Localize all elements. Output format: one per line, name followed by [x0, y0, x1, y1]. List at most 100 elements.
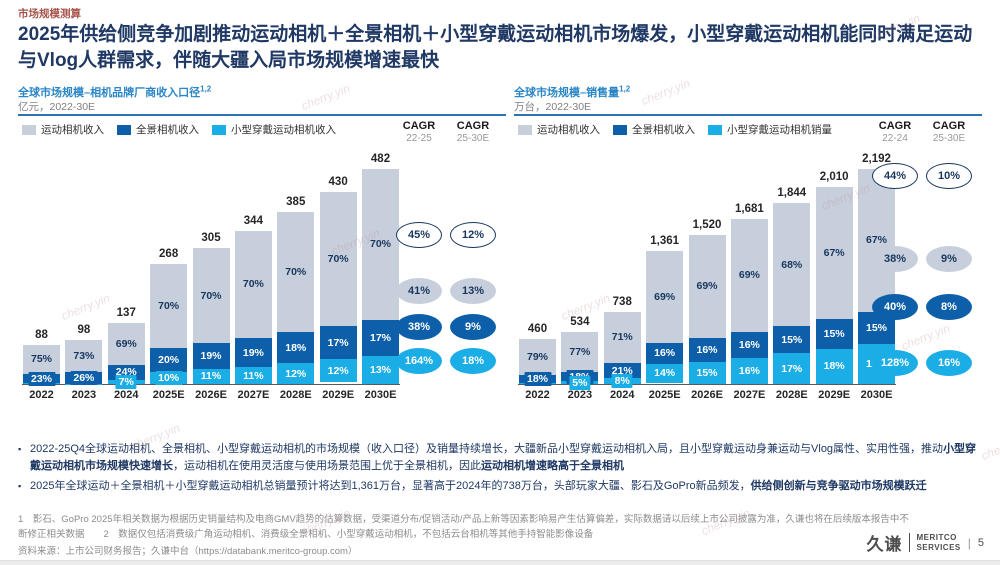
segment-action: 75%: [23, 344, 60, 375]
chart-legend: 运动相机收入 全景相机收入 小型穿戴运动相机收入: [22, 122, 336, 137]
bar-total-label: 460: [527, 322, 548, 335]
segment-pct-label: 23%: [27, 371, 56, 386]
segment-pct-label: 70%: [158, 300, 180, 313]
bullet-marker: ▪: [18, 444, 22, 454]
segment-pano: 23%: [23, 371, 60, 386]
bullet-item: ▪ 2022-25Q4全球运动相机、全景相机、小型穿戴运动相机的市场规模（收入口径…: [18, 441, 980, 475]
bar-total-label: 2,010: [819, 170, 849, 183]
x-tick-label: 2028E: [775, 389, 808, 401]
cagr-oval: 128%: [872, 350, 918, 376]
cagr-oval: 9%: [450, 314, 496, 340]
segment-pct-label: 11%: [197, 369, 225, 384]
bar-total-label: 1,844: [777, 187, 807, 200]
segment-pct-label: 15%: [696, 366, 718, 379]
segment-pano: 19%: [234, 337, 272, 368]
segment-pano: 17%: [319, 326, 357, 360]
segment-pct-label: 67%: [865, 234, 888, 247]
bar-slot: 430 70% 17% 12%: [319, 160, 358, 384]
cagr-oval: 38%: [396, 314, 442, 340]
cagr-header: CAGR 22-25 CAGR 25-30E: [396, 120, 496, 144]
segment-pct-label: 19%: [242, 346, 264, 359]
segment-pct-label: 7%: [115, 374, 137, 389]
x-tick-label: 2028E: [279, 389, 312, 401]
legend-item: 全景相机收入: [613, 122, 695, 137]
stacked-bar-2028E: 1,844 68% 15% 17%: [773, 187, 811, 384]
bar-total-label: 738: [612, 295, 632, 308]
segment-pct-label: 69%: [654, 290, 676, 303]
segment-action: 69%: [107, 322, 145, 366]
segment-action: 70%: [362, 169, 399, 320]
segment-pct-label: 20%: [158, 354, 180, 367]
segment-pct-label: 26%: [70, 370, 98, 385]
legend-item: 运动相机收入: [22, 122, 104, 137]
stacked-bar-2027E: 344 70% 19% 11%: [234, 215, 272, 384]
cagr-oval: 12%: [450, 222, 496, 248]
logo-en-line2: SERVICES: [916, 542, 961, 552]
segment-action: 67%: [858, 169, 895, 312]
cagr-col2-title: CAGR: [932, 120, 966, 132]
legend-label: 小型穿戴运动相机收入: [231, 124, 336, 136]
x-tick-label: 2024: [610, 389, 635, 401]
segment-wear: 16%: [730, 357, 768, 384]
x-axis-labels: 2022 2023 2024 2025E 2026E 2027E 2028E 2029E 203…: [22, 389, 400, 401]
bar-slot: 2,010 67% 15% 18%: [815, 160, 854, 384]
cagr-oval: 8%: [926, 294, 972, 320]
chart-title-text: 全球市场规模–销售量: [514, 87, 620, 99]
cagr-row-pano: 38% 9%: [396, 314, 496, 340]
x-tick-label: 2027E: [237, 389, 270, 401]
stacked-bar-2022: 460 79% 18%: [519, 323, 556, 386]
segment-pct-label: 13%: [369, 364, 392, 377]
segment-pct-label: 70%: [285, 266, 307, 279]
segment-wear: 17%: [773, 353, 811, 384]
bar-total-label: 430: [328, 176, 348, 189]
stacked-bar-2024: 137 69% 24% 7%: [107, 307, 145, 389]
chart-title-footnote-ref: 1,2: [619, 84, 631, 94]
segment-pct-label: 73%: [73, 350, 95, 363]
x-tick-label: 2025E: [648, 389, 681, 401]
stacked-bar-2028E: 385 70% 18% 12%: [277, 196, 315, 384]
legend-item: 小型穿戴运动相机销量: [708, 122, 832, 137]
segment-pct-label: 67%: [823, 246, 845, 259]
segment-action: 67%: [815, 186, 853, 319]
stacked-bar-2025E: 268 70% 20% 10%: [150, 248, 188, 386]
legend-item: 小型穿戴运动相机收入: [212, 122, 336, 137]
segment-pct-label: 77%: [569, 345, 591, 358]
segment-pano: 16%: [688, 337, 726, 362]
x-tick-label: 2023: [71, 389, 97, 401]
segment-pct-label: 8%: [611, 374, 633, 389]
cagr-row-pano: 40% 8%: [872, 294, 972, 320]
cagr-oval: 10%: [926, 163, 972, 189]
logo-en-line1: MERITCO: [916, 532, 957, 542]
segment-pct-label: 69%: [115, 337, 137, 350]
chart-unit-label: 亿元，2022-30E: [18, 101, 96, 113]
footer-strip: [0, 560, 1000, 565]
legend-swatch-wear: [212, 124, 226, 135]
stacked-bar-2024: 738 71% 21% 8%: [603, 296, 641, 389]
chart-title-text: 全球市场规模–相机品牌厂商收入口径: [18, 87, 201, 99]
segment-wear: 11%: [192, 369, 230, 384]
segment-pct-label: 16%: [738, 364, 760, 377]
x-tick-label: 2030E: [364, 389, 397, 401]
bar-slot: 268 70% 20% 10%: [149, 160, 188, 386]
segment-pano: 18%: [519, 371, 556, 386]
bar-total-label: 534: [570, 315, 590, 328]
segment-pct-label: 70%: [327, 253, 349, 266]
bar-slot: 385 70% 18% 12%: [276, 160, 315, 384]
cagr-oval: 40%: [872, 294, 918, 320]
segment-pct-label: 16%: [696, 343, 718, 356]
stacked-bar-2025E: 1,361 69% 16% 14%: [646, 235, 684, 384]
source-line: 资料来源：上市公司财务报告；久谦中台（https://databank.meri…: [18, 546, 358, 557]
x-axis-labels: 2022 2023 2024 2025E 2026E 2027E 2028E 2029E 203…: [518, 389, 896, 401]
logo-separator: |: [967, 535, 971, 550]
watermark-text: cherry.yin: [979, 430, 1000, 464]
sales-volume-chart: 全球市场规模–销售量1,2 万台，2022-30E 运动相机收入 全景相机收入 小型…: [514, 84, 982, 414]
cagr-row-wear: 128% 16%: [872, 350, 972, 376]
segment-pano: 26%: [65, 370, 103, 385]
x-tick-label: 2023: [567, 389, 593, 401]
stacked-bar-2029E: 2,010 67% 15% 18%: [815, 171, 853, 384]
logo-en-text: MERITCO SERVICES: [909, 532, 961, 553]
segment-pano: 19%: [192, 343, 230, 370]
cagr-oval: 45%: [396, 222, 442, 248]
legend-swatch-pano: [117, 124, 131, 135]
